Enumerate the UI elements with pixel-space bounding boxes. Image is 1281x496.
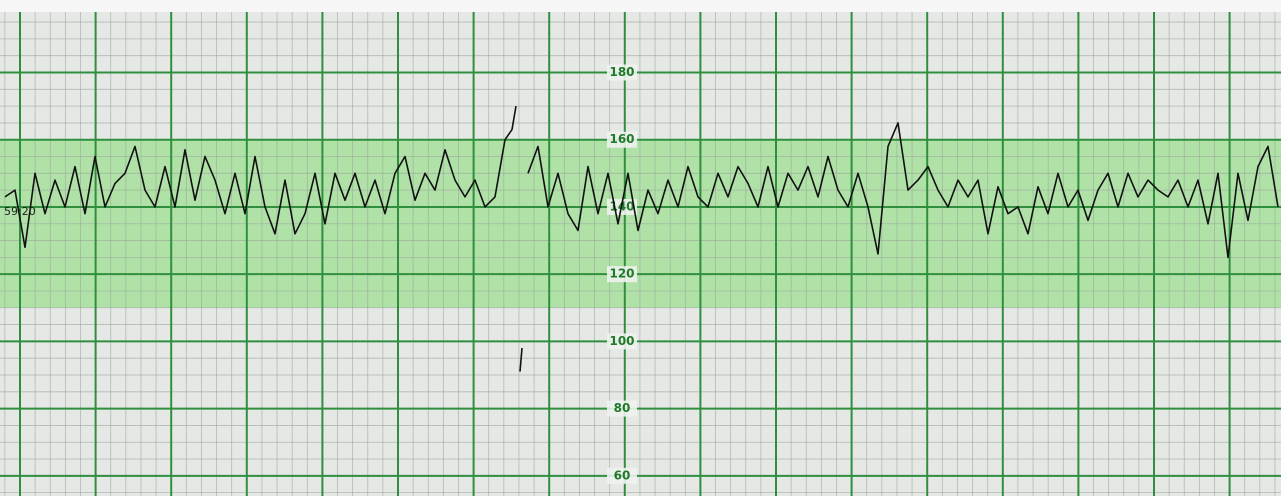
time-annotation: 59:20 bbox=[4, 205, 36, 218]
y-tick-label: 180 bbox=[609, 65, 634, 79]
page: {"chart_data": { "type": "line", "annota… bbox=[0, 0, 1281, 496]
chart: 6080100120140160180 59:20 bbox=[0, 0, 1281, 496]
y-tick-label: 120 bbox=[609, 267, 634, 281]
top-strip bbox=[0, 0, 1281, 12]
y-tick-label: 100 bbox=[609, 334, 634, 348]
y-tick-label: 60 bbox=[614, 468, 631, 482]
y-tick-label: 80 bbox=[614, 401, 631, 415]
y-tick-label: 160 bbox=[609, 132, 634, 146]
